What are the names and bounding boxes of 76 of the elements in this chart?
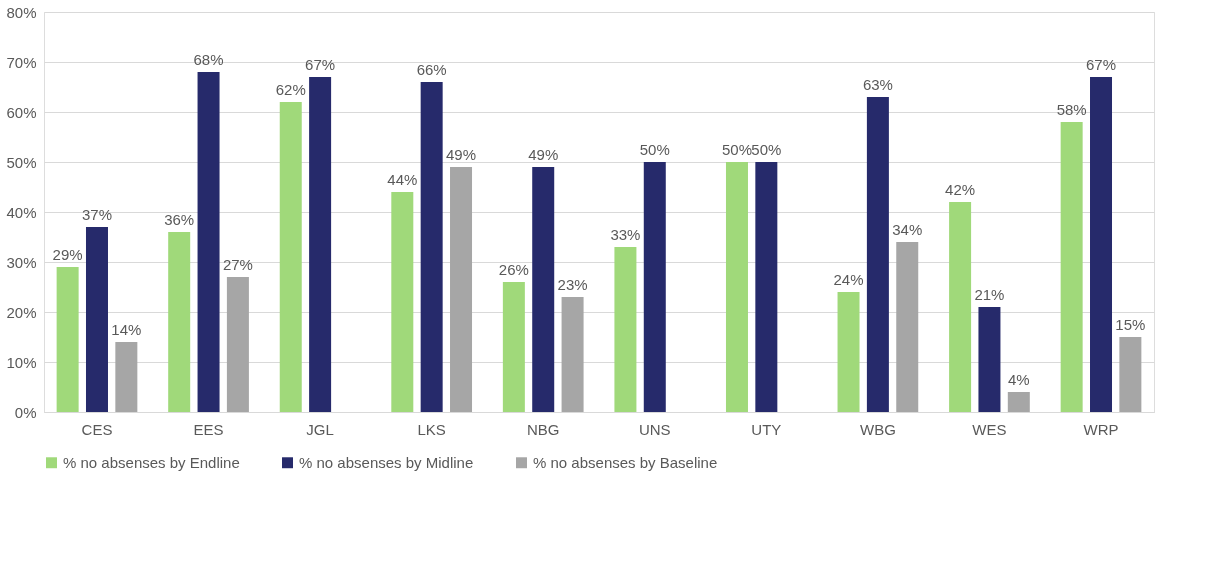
bar <box>1060 122 1083 412</box>
x-tick-label: WES <box>972 420 1007 438</box>
x-tick-label: UTY <box>751 420 782 438</box>
bar <box>643 162 666 412</box>
y-tick-label: 80% <box>6 3 37 21</box>
data-label: 42% <box>945 181 976 198</box>
bar <box>450 167 473 412</box>
data-label: 62% <box>275 81 306 98</box>
data-label: 63% <box>862 76 893 93</box>
bar <box>168 232 191 412</box>
y-tick-label: 50% <box>6 153 37 171</box>
x-tick-label: WRP <box>1083 420 1119 438</box>
data-label: 49% <box>446 146 477 163</box>
bar <box>197 72 220 412</box>
bar <box>725 162 748 412</box>
data-label: 50% <box>639 141 670 158</box>
data-label: 67% <box>1085 56 1117 73</box>
bar <box>755 162 778 412</box>
bar <box>978 307 1001 412</box>
data-label: 34% <box>892 221 923 238</box>
bar <box>279 102 302 412</box>
y-tick-label: 40% <box>6 203 37 221</box>
data-label: 26% <box>498 261 529 278</box>
legend-label: % no absenses by Midline <box>299 453 474 471</box>
y-tick-label: 70% <box>6 53 37 71</box>
data-label: 33% <box>610 226 641 243</box>
data-label: 23% <box>557 276 588 293</box>
data-label: 24% <box>833 271 864 288</box>
x-tick-label: EES <box>193 420 224 438</box>
data-label: 68% <box>193 51 224 68</box>
y-tick-label: 10% <box>6 353 37 371</box>
data-label: 27% <box>222 256 253 273</box>
bar <box>532 167 555 412</box>
bar <box>949 202 972 412</box>
bar <box>309 77 332 412</box>
y-tick-label: 20% <box>6 303 37 321</box>
x-tick-label: LKS <box>417 420 446 438</box>
x-tick-label: NBG <box>526 420 560 438</box>
legend-label: % no absenses by Baseline <box>533 453 718 471</box>
data-label: 14% <box>111 321 142 338</box>
x-tick-label: UNS <box>638 420 671 438</box>
data-label: 58% <box>1056 101 1087 118</box>
data-label: 50% <box>751 141 782 158</box>
data-label: 21% <box>974 286 1005 303</box>
bar <box>115 342 138 412</box>
bar <box>1090 77 1113 412</box>
x-tick-label: WBG <box>859 420 896 438</box>
data-label: 36% <box>164 211 195 228</box>
data-label: 15% <box>1115 316 1146 333</box>
bar <box>85 227 108 412</box>
bar <box>561 297 584 412</box>
bar <box>1119 337 1142 412</box>
bar <box>614 247 637 412</box>
bar <box>1007 392 1030 412</box>
y-tick-label: 60% <box>6 103 37 121</box>
x-tick-label: JGL <box>306 420 334 438</box>
x-tick-label: CES <box>81 420 113 438</box>
data-label: 67% <box>305 56 336 73</box>
bar <box>866 97 889 412</box>
data-label: 29% <box>52 246 83 263</box>
data-label: 66% <box>416 61 447 78</box>
bar <box>56 267 79 412</box>
y-tick-label: 30% <box>6 253 37 271</box>
bar <box>420 82 443 412</box>
bar <box>837 292 860 412</box>
bar <box>226 277 249 412</box>
bar <box>896 242 919 412</box>
data-label: 49% <box>528 146 559 163</box>
data-label: 37% <box>81 206 113 223</box>
data-label: 4% <box>1007 371 1030 388</box>
y-tick-label: 0% <box>14 403 37 421</box>
data-label: 50% <box>721 141 752 158</box>
bar <box>391 192 414 412</box>
legend-label: % no absenses by Endline <box>63 453 240 471</box>
data-label: 44% <box>387 171 418 188</box>
bar <box>502 282 525 412</box>
